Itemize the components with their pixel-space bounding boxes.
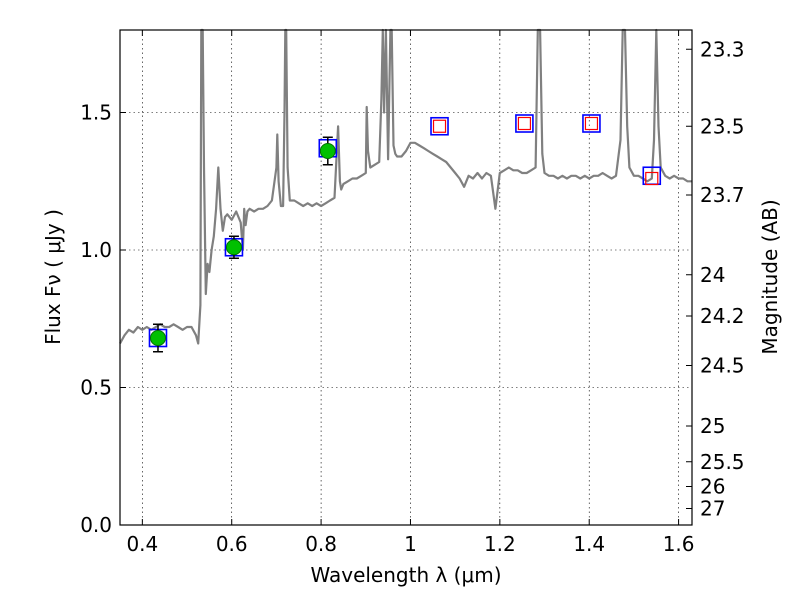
- markers-layer: [148, 114, 662, 353]
- model-point: [430, 116, 449, 136]
- x-tick-label: 1.2: [484, 532, 516, 556]
- y2-axis-label: Magnitude (AB): [758, 199, 782, 354]
- upper-limit-point: [517, 116, 532, 131]
- x-axis: 0.4 0.6 0.8 1 1.2 1.4 1.6: [126, 30, 695, 556]
- y-axis: 0.0 0.5 1.0 1.5: [80, 101, 126, 537]
- detection-point: [149, 330, 166, 346]
- y-tick-label: 1.0: [80, 238, 112, 262]
- x-tick-label: 0.6: [216, 532, 248, 556]
- detection-point: [319, 143, 336, 159]
- upper-limit-point: [584, 116, 599, 131]
- model-point: [515, 114, 534, 133]
- x-axis-label: Wavelength λ (μm): [310, 563, 501, 587]
- plot-frame: [119, 29, 693, 526]
- x-tick-label: 1: [404, 532, 417, 556]
- upper-limit-point: [432, 119, 447, 133]
- y2-tick-label: 24: [700, 263, 725, 287]
- x-tick-label: 0.4: [126, 532, 158, 556]
- y2-tick-label: 23.7: [700, 183, 745, 207]
- y-tick-label: 0.0: [80, 513, 112, 537]
- model-point: [582, 114, 601, 133]
- y2-tick-label: 24.2: [700, 304, 745, 328]
- x-tick-label: 1.4: [573, 532, 605, 556]
- y2-tick-label: 26: [700, 475, 725, 499]
- y2-tick-label: 23.3: [700, 37, 745, 61]
- y2-tick-label: 24.5: [700, 354, 745, 378]
- y2-tick-label: 25: [700, 414, 725, 438]
- spectrum-line: [119, 28, 692, 345]
- x-tick-label: 1.6: [663, 532, 695, 556]
- spectrum-layer: [119, 28, 692, 345]
- upper-limit-point: [645, 171, 659, 186]
- detection-point: [225, 239, 242, 256]
- y-tick-label: 0.5: [80, 376, 112, 400]
- y-tick-label: 1.5: [80, 101, 112, 125]
- x-tick-label: 0.8: [305, 532, 337, 556]
- y-axis-label: Flux Fν ( μJy ): [41, 209, 65, 345]
- y2-tick-label: 23.5: [700, 114, 745, 138]
- y2-tick-label: 27: [700, 497, 725, 521]
- y2-tick-label: 25.5: [700, 450, 745, 474]
